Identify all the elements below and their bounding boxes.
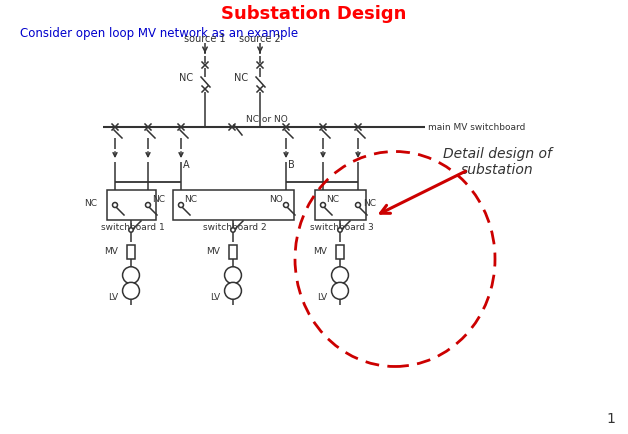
Text: NC: NC xyxy=(363,198,376,207)
Text: switchboard 3: switchboard 3 xyxy=(310,223,374,231)
Circle shape xyxy=(146,203,151,207)
Text: MV: MV xyxy=(313,247,327,256)
Circle shape xyxy=(178,203,183,207)
Circle shape xyxy=(338,228,342,232)
Circle shape xyxy=(231,228,236,232)
Bar xyxy=(107,190,156,220)
Text: NC: NC xyxy=(152,194,165,204)
Text: source 1: source 1 xyxy=(184,34,226,44)
Text: B: B xyxy=(288,160,295,170)
Text: source 2: source 2 xyxy=(239,34,281,44)
Text: LV: LV xyxy=(317,293,327,302)
Circle shape xyxy=(283,203,288,207)
Bar xyxy=(315,190,366,220)
Circle shape xyxy=(332,283,349,299)
Text: NC: NC xyxy=(179,73,193,83)
Text: Consider open loop MV network as an example: Consider open loop MV network as an exam… xyxy=(20,26,298,39)
Text: switchboard 1: switchboard 1 xyxy=(101,223,165,231)
Bar xyxy=(229,245,237,259)
Text: MV: MV xyxy=(104,247,118,256)
Circle shape xyxy=(112,203,117,207)
Text: 1: 1 xyxy=(606,412,615,426)
Circle shape xyxy=(225,267,241,284)
Text: LV: LV xyxy=(210,293,220,302)
Text: MV: MV xyxy=(206,247,220,256)
Circle shape xyxy=(320,203,325,207)
Bar xyxy=(127,245,135,259)
Text: NO: NO xyxy=(269,194,283,204)
Circle shape xyxy=(225,283,241,299)
Text: main MV switchboard: main MV switchboard xyxy=(428,122,526,132)
Text: NC: NC xyxy=(184,194,197,204)
Bar xyxy=(173,190,294,220)
Text: NC: NC xyxy=(84,198,97,207)
Circle shape xyxy=(129,228,133,232)
Bar xyxy=(336,245,344,259)
Text: NC: NC xyxy=(326,194,339,204)
Text: NC or NO: NC or NO xyxy=(246,115,288,124)
Text: LV: LV xyxy=(108,293,118,302)
Circle shape xyxy=(122,267,139,284)
Text: A: A xyxy=(183,160,190,170)
Circle shape xyxy=(332,267,349,284)
Text: switchboard 2: switchboard 2 xyxy=(203,223,267,231)
Text: Detail design of
substation: Detail design of substation xyxy=(443,147,551,177)
Circle shape xyxy=(122,283,139,299)
Circle shape xyxy=(355,203,360,207)
Text: Substation Design: Substation Design xyxy=(221,5,407,23)
Text: NC: NC xyxy=(234,73,248,83)
